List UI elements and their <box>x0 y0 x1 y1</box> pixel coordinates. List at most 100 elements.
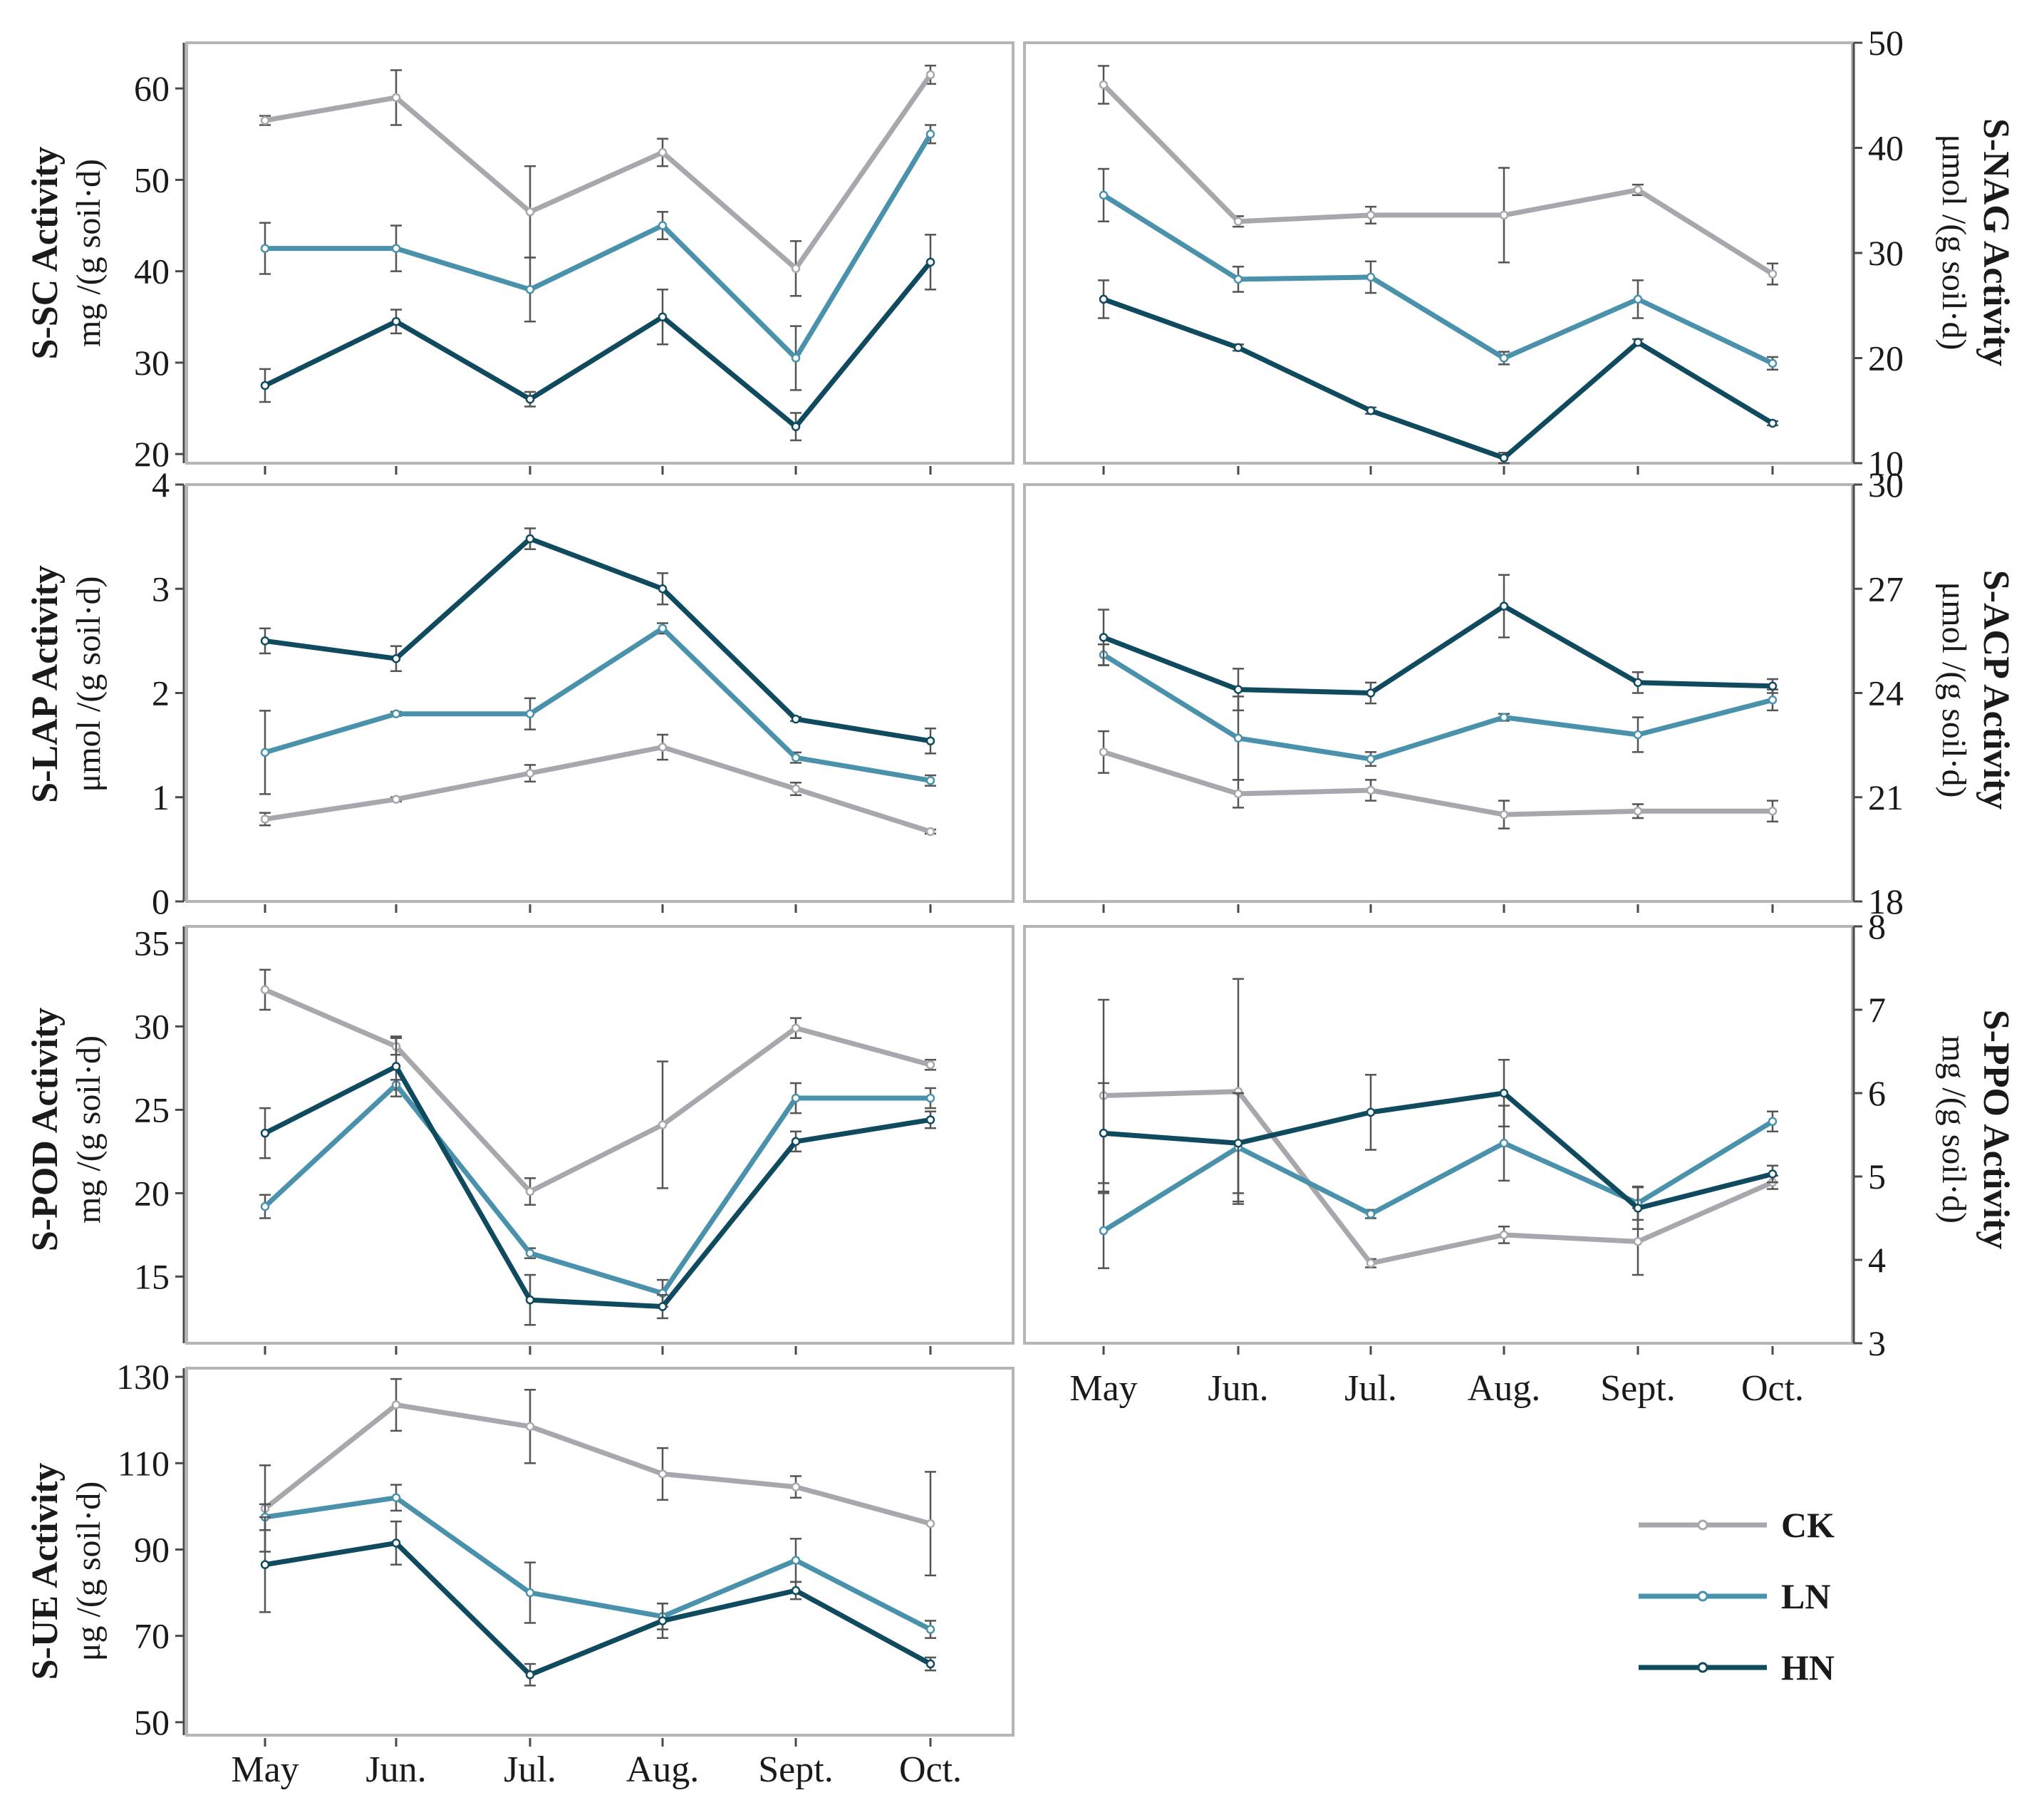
series-line <box>264 536 931 744</box>
ssc-y-tick-label: 40 <box>134 252 170 291</box>
spod-title: S-POD Activity <box>25 1008 66 1251</box>
data-point <box>1499 713 1509 722</box>
snag-y-tick-label: 30 <box>1868 233 1904 273</box>
spod-y-tick-label: 25 <box>134 1090 170 1129</box>
data-point <box>925 70 935 80</box>
data-point <box>1366 785 1376 795</box>
series-line <box>264 987 931 1194</box>
data-point <box>658 312 668 322</box>
data-point <box>925 1659 935 1669</box>
data-point <box>658 584 668 594</box>
data-point <box>925 736 935 746</box>
data-point <box>658 221 668 230</box>
slap-y-tick-label: 0 <box>152 881 170 921</box>
spod-plot-frame <box>185 925 1015 1345</box>
data-point <box>925 1115 935 1124</box>
snag-plot-frame <box>1023 41 1854 465</box>
data-point <box>1499 453 1509 462</box>
sppo-series-hn <box>1098 1058 1778 1230</box>
data-point <box>925 1093 935 1103</box>
data-point <box>1633 185 1643 195</box>
sacp-y-tick-label: 21 <box>1868 777 1904 817</box>
ssc-y-tick-label: 30 <box>134 343 170 383</box>
sppo-series-ck <box>1098 978 1778 1276</box>
sue-unit: μg /(g soil·d) <box>70 1481 108 1661</box>
data-point <box>1633 338 1643 347</box>
legend-marker-hn <box>1697 1662 1708 1673</box>
spod-y-tick-label: 30 <box>134 1006 170 1046</box>
data-point <box>925 1625 935 1634</box>
spod-series-hn <box>259 1035 936 1326</box>
data-point <box>260 636 270 646</box>
sppo-series-ln <box>1098 1092 1778 1269</box>
data-point <box>391 93 401 103</box>
series-line <box>264 1540 932 1677</box>
snag-series-ln <box>1098 167 1778 371</box>
snag-series-hn <box>1098 279 1778 465</box>
ssc-title: S-SC Activity <box>25 147 66 360</box>
slap-series-ck <box>259 733 936 837</box>
panel-ssc: S-SC Activity mg /(g soil·d) 20 30 40 50 60 <box>25 41 1015 475</box>
sue-x-tick-label: Jun. <box>365 1749 426 1790</box>
ssc-series-ck <box>259 64 936 297</box>
series-line <box>1102 604 1773 695</box>
data-point <box>925 130 935 139</box>
series-line <box>1102 296 1774 461</box>
ssc-series-hn <box>259 234 936 442</box>
ssc-y-tick-label: 50 <box>134 160 170 200</box>
sacp-y-tick-label: 30 <box>1868 465 1904 505</box>
series-line <box>1103 1089 1774 1266</box>
data-point <box>791 1023 801 1033</box>
legend-label-ln: LN <box>1781 1576 1830 1616</box>
data-point <box>791 1556 801 1565</box>
data-point <box>658 1120 668 1129</box>
data-point <box>1499 353 1509 363</box>
data-point <box>260 814 270 824</box>
data-point <box>791 1482 801 1491</box>
data-point <box>391 653 401 663</box>
data-point <box>1633 807 1643 816</box>
sacp-title: S-ACP Activity <box>1976 570 2016 810</box>
data-point <box>1366 1209 1376 1219</box>
sue-title: S-UE Activity <box>25 1463 66 1680</box>
sppo-y-tick-label: 3 <box>1868 1323 1886 1363</box>
data-point <box>260 244 270 253</box>
sppo-x-tick-label: May <box>1069 1368 1137 1409</box>
spod-series-ln <box>259 1079 936 1308</box>
data-point <box>658 1469 668 1479</box>
sppo-y-tick-label: 7 <box>1868 990 1886 1030</box>
data-point <box>1099 80 1109 90</box>
spod-y-tick-label: 15 <box>134 1256 170 1296</box>
sppo-unit: mg /(g soil·d) <box>1935 1035 1973 1224</box>
sacp-unit: μmol /(g soil·d) <box>1935 581 1973 797</box>
sppo-y-tick-label: 4 <box>1868 1240 1886 1280</box>
data-point <box>391 316 401 326</box>
data-point <box>525 1670 535 1680</box>
slap-y-tick-label: 1 <box>152 777 170 817</box>
sue-x-tick-label: Aug. <box>626 1749 700 1790</box>
legend-label-ck: CK <box>1781 1505 1835 1545</box>
data-point <box>1633 678 1643 688</box>
snag-unit: μmol /(g soil·d) <box>1935 134 1973 350</box>
sue-y-tick-label: 130 <box>116 1357 170 1397</box>
slap-series-ln <box>259 622 936 795</box>
data-point <box>1633 1204 1643 1213</box>
series-line <box>264 745 932 834</box>
data-point <box>658 148 668 157</box>
data-point <box>1366 272 1376 282</box>
data-point <box>525 394 535 404</box>
sue-x-tick-label: Jul. <box>504 1749 556 1790</box>
slap-y-tick-label: 3 <box>152 569 170 609</box>
series-line <box>1103 1090 1773 1211</box>
slap-plot-frame <box>185 483 1015 903</box>
snag-y-tick-label: 20 <box>1868 338 1904 378</box>
data-point <box>525 1186 535 1196</box>
sppo-x-tick-label: Aug. <box>1468 1368 1541 1409</box>
series-line <box>1102 192 1774 366</box>
data-point <box>1499 1138 1509 1148</box>
data-point <box>1099 190 1109 200</box>
series-line <box>1101 83 1774 276</box>
sppo-y-tick-label: 8 <box>1868 906 1886 946</box>
spod-y-tick-label: 20 <box>134 1173 170 1213</box>
